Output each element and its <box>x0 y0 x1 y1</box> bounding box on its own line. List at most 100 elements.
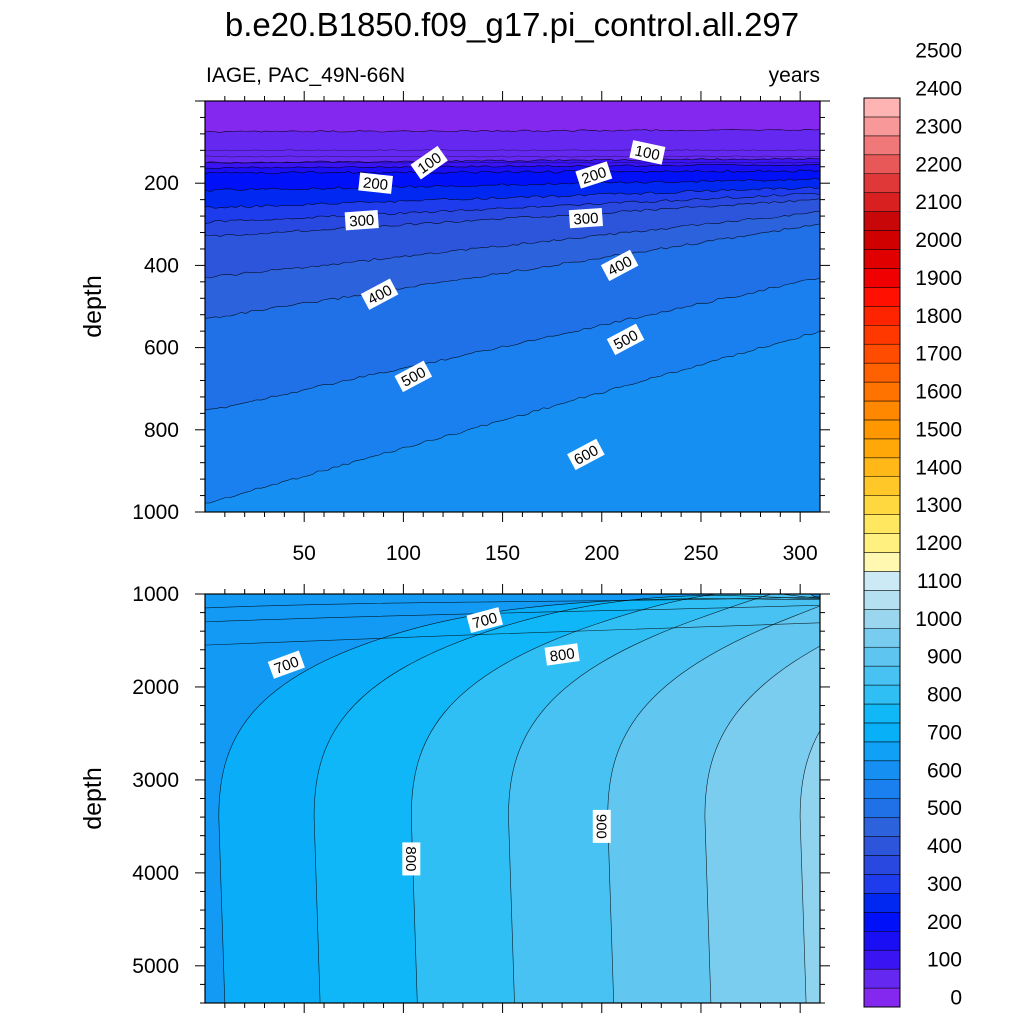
contour-line <box>205 604 820 623</box>
contour-label-text: 900 <box>592 814 609 839</box>
y-tick-label: 1000 <box>132 501 179 524</box>
colorbar: 0 100 200 300 400 500 600 700 800 900 1000 1100 1200… <box>863 40 962 1010</box>
colorbar-swatch <box>863 154 901 174</box>
colorbar-label: 900 <box>927 646 962 669</box>
contour-line <box>205 163 820 169</box>
y-tick-label: 400 <box>144 254 179 277</box>
contour-line <box>205 177 820 192</box>
contour-label-text: 300 <box>573 210 599 229</box>
colorbar-swatch <box>863 836 901 856</box>
contour-line <box>205 169 820 175</box>
field-band <box>800 730 820 1003</box>
colorbar-swatch <box>863 495 901 515</box>
colorbar-label: 400 <box>927 835 962 858</box>
contour-line <box>607 605 820 1003</box>
chart-subtitle-right: years <box>769 64 820 87</box>
colorbar-label: 1400 <box>915 456 962 479</box>
colorbar-swatch <box>863 306 901 326</box>
colorbar-label: 1700 <box>915 343 962 366</box>
contour-label-bg <box>344 210 379 231</box>
contour-label-bg <box>410 145 448 180</box>
y-tick-label: 4000 <box>132 862 179 885</box>
contour-line <box>205 211 820 279</box>
contour-line <box>704 645 820 1003</box>
colorbar-swatch <box>863 457 901 477</box>
colorbar-swatch <box>863 684 901 705</box>
contour-line <box>205 186 820 209</box>
colorbar-swatch <box>863 779 901 799</box>
colorbar-swatch <box>863 211 901 231</box>
colorbar-swatch <box>863 135 901 156</box>
colorbar-swatch <box>863 722 901 743</box>
y-tick-label: 1000 <box>132 583 179 606</box>
colorbar-swatch <box>863 817 901 837</box>
contour-label: 300 <box>344 210 379 231</box>
contour-label-bg <box>358 172 393 194</box>
field <box>205 594 820 1003</box>
field-band <box>205 101 820 133</box>
colorbar-swatch <box>863 97 901 118</box>
contour-line <box>205 622 820 646</box>
contour-label: 800 <box>544 643 580 666</box>
contour-line <box>205 155 820 158</box>
contour-line <box>205 277 820 411</box>
colorbar-label: 300 <box>927 873 962 896</box>
colorbar-label: 1200 <box>915 532 962 555</box>
y-tick-label: 600 <box>144 337 179 360</box>
contour-label: 300 <box>568 208 603 229</box>
colorbar-label: 2400 <box>915 78 962 101</box>
x-tick-label: 250 <box>683 542 718 565</box>
colorbar-swatch <box>863 343 901 364</box>
colorbar-swatch <box>863 760 901 780</box>
x-tick-label: 50 <box>293 542 316 565</box>
colorbar-label: 1500 <box>915 418 962 441</box>
colorbar-label: 500 <box>927 797 962 820</box>
contour-label-text: 800 <box>402 846 419 871</box>
colorbar-swatch <box>863 287 901 307</box>
contour-label-bg <box>466 607 503 633</box>
colorbar-swatch <box>863 798 901 818</box>
contour-label-bg <box>592 809 611 843</box>
colorbar-swatch <box>863 741 901 762</box>
contour-label-bg <box>394 360 433 393</box>
y-tick-label: 800 <box>144 419 179 442</box>
contour-label-text: 200 <box>580 164 609 188</box>
plot-frame <box>204 100 821 513</box>
chart-title: b.e20.B1850.f09_g17.pi_control.all.297 <box>225 6 799 43</box>
contour-label: 700 <box>466 607 503 633</box>
contour-label: 200 <box>358 172 393 194</box>
contour-label: 900 <box>592 809 611 843</box>
colorbar-swatch <box>863 968 901 989</box>
colorbar-swatch <box>863 590 901 610</box>
contour-label: 100 <box>629 140 666 165</box>
x-tick-label: 100 <box>386 542 421 565</box>
colorbar-swatch <box>863 949 901 970</box>
colorbar-label: 2200 <box>915 153 962 176</box>
colorbar-swatch <box>863 931 901 951</box>
colorbar-label: 200 <box>927 911 962 934</box>
colorbar-swatch <box>863 646 901 667</box>
colorbar-frame <box>863 97 901 1008</box>
colorbar-swatch <box>863 192 901 212</box>
colorbar-swatch <box>863 893 901 913</box>
colorbar-swatch <box>863 609 901 629</box>
contour-label-bg <box>568 208 603 229</box>
x-tick-label: 300 <box>783 542 818 565</box>
colorbar-swatch <box>863 230 901 250</box>
contour-label-text: 200 <box>362 174 389 194</box>
contour-label-bg <box>567 438 605 471</box>
y-tick-label: 200 <box>144 172 179 195</box>
colorbar-swatch <box>863 987 901 1008</box>
colorbar-label: 100 <box>927 949 962 972</box>
y-tick-label: 5000 <box>132 955 179 978</box>
contour-line <box>205 193 820 224</box>
colorbar-swatch <box>863 381 901 402</box>
field-band <box>704 646 820 1003</box>
colorbar-swatch <box>863 362 901 383</box>
colorbar-swatch <box>863 514 901 534</box>
contour-line <box>205 223 820 319</box>
contour-line <box>205 330 820 504</box>
